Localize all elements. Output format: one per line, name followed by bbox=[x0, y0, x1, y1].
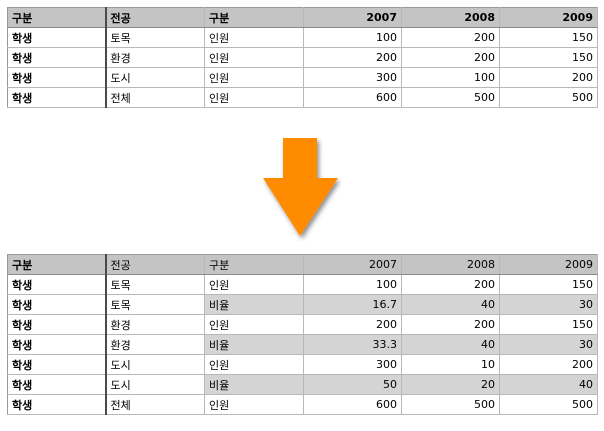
table-cell[interactable]: 학생 bbox=[7, 47, 107, 68]
table-row: 학생 토목 비율 16.7 40 30 bbox=[7, 294, 598, 315]
table-cell[interactable]: 학생 bbox=[7, 67, 107, 88]
table-cell[interactable]: 150 bbox=[499, 314, 598, 335]
table-cell[interactable]: 학생 bbox=[7, 374, 107, 395]
table-row: 학생 도시 비율 50 20 40 bbox=[7, 374, 598, 395]
header-row: 구분 전공 구분 2007 2008 2009 bbox=[7, 7, 598, 28]
table-cell[interactable]: 100 bbox=[303, 274, 402, 295]
table-row: 학생 도시 인원 300 10 200 bbox=[7, 354, 598, 375]
down-arrow-icon bbox=[263, 138, 341, 241]
table-cell[interactable]: 200 bbox=[499, 354, 598, 375]
table-row: 학생 토목 인원 100 200 150 bbox=[7, 27, 598, 48]
table-cell[interactable]: 200 bbox=[401, 314, 500, 335]
table-row: 학생 환경 인원 200 200 150 bbox=[7, 314, 598, 335]
header-cell[interactable]: 2009 bbox=[499, 7, 598, 28]
header-cell[interactable]: 구분 bbox=[204, 7, 304, 28]
table-cell[interactable]: 150 bbox=[499, 47, 598, 68]
table-cell[interactable]: 20 bbox=[401, 374, 500, 395]
table-cell[interactable]: 50 bbox=[303, 374, 402, 395]
table-cell[interactable]: 30 bbox=[499, 334, 598, 355]
table-row: 학생 토목 인원 100 200 150 bbox=[7, 274, 598, 295]
table-cell[interactable]: 비율 bbox=[204, 334, 304, 355]
table-cell[interactable]: 전체 bbox=[105, 394, 205, 415]
table-cell[interactable]: 인원 bbox=[204, 27, 304, 48]
header-cell[interactable]: 2007 bbox=[303, 254, 402, 275]
header-cell[interactable]: 2007 bbox=[303, 7, 402, 28]
source-table: 구분 전공 구분 2007 2008 2009 학생 토목 인원 100 200 150 학… bbox=[7, 7, 598, 108]
table-cell[interactable]: 33.3 bbox=[303, 334, 402, 355]
table-cell[interactable]: 환경 bbox=[105, 47, 205, 68]
table-cell[interactable]: 100 bbox=[401, 67, 500, 88]
table-cell[interactable]: 토목 bbox=[105, 294, 205, 315]
table-cell[interactable]: 인원 bbox=[204, 314, 304, 335]
table-cell[interactable]: 토목 bbox=[105, 274, 205, 295]
table-cell[interactable]: 도시 bbox=[105, 354, 205, 375]
table-row: 학생 전체 인원 600 500 500 bbox=[7, 87, 598, 108]
table-cell[interactable]: 학생 bbox=[7, 354, 107, 375]
table-cell[interactable]: 500 bbox=[499, 394, 598, 415]
table-cell[interactable]: 500 bbox=[401, 87, 500, 108]
table-cell[interactable]: 600 bbox=[303, 394, 402, 415]
table-cell[interactable]: 비율 bbox=[204, 294, 304, 315]
table-cell[interactable]: 300 bbox=[303, 354, 402, 375]
table-cell[interactable]: 학생 bbox=[7, 87, 107, 108]
table-cell[interactable]: 200 bbox=[303, 47, 402, 68]
result-table: 구분 전공 구분 2007 2008 2009 학생 토목 인원 100 200 150 학… bbox=[7, 254, 598, 415]
table-cell[interactable]: 200 bbox=[499, 67, 598, 88]
table-cell[interactable]: 인원 bbox=[204, 47, 304, 68]
table-cell[interactable]: 학생 bbox=[7, 27, 107, 48]
table-cell[interactable]: 10 bbox=[401, 354, 500, 375]
table-cell[interactable]: 150 bbox=[499, 27, 598, 48]
table-cell[interactable]: 토목 bbox=[105, 27, 205, 48]
header-cell[interactable]: 전공 bbox=[105, 7, 205, 28]
table-row: 학생 도시 인원 300 100 200 bbox=[7, 67, 598, 88]
header-cell[interactable]: 2008 bbox=[401, 254, 500, 275]
table-cell[interactable]: 학생 bbox=[7, 294, 107, 315]
table-cell[interactable]: 전체 bbox=[105, 87, 205, 108]
table-cell[interactable]: 인원 bbox=[204, 354, 304, 375]
table-cell[interactable]: 150 bbox=[499, 274, 598, 295]
table-cell[interactable]: 600 bbox=[303, 87, 402, 108]
table-cell[interactable]: 500 bbox=[499, 87, 598, 108]
table-cell[interactable]: 200 bbox=[401, 47, 500, 68]
table-cell[interactable]: 도시 bbox=[105, 374, 205, 395]
table-cell[interactable]: 환경 bbox=[105, 314, 205, 335]
table-cell[interactable]: 200 bbox=[401, 27, 500, 48]
table-cell[interactable]: 비율 bbox=[204, 374, 304, 395]
table-cell[interactable]: 인원 bbox=[204, 274, 304, 295]
header-cell[interactable]: 구분 bbox=[204, 254, 304, 275]
header-cell[interactable]: 전공 bbox=[105, 254, 205, 275]
table-cell[interactable]: 200 bbox=[303, 314, 402, 335]
table-cell[interactable]: 16.7 bbox=[303, 294, 402, 315]
table-row: 학생 전체 인원 600 500 500 bbox=[7, 394, 598, 415]
header-cell[interactable]: 구분 bbox=[7, 254, 107, 275]
table-cell[interactable]: 학생 bbox=[7, 394, 107, 415]
table-cell[interactable]: 도시 bbox=[105, 67, 205, 88]
table-row: 학생 환경 인원 200 200 150 bbox=[7, 47, 598, 68]
table-cell[interactable]: 200 bbox=[401, 274, 500, 295]
table-cell[interactable]: 40 bbox=[401, 294, 500, 315]
table-row: 학생 환경 비율 33.3 40 30 bbox=[7, 334, 598, 355]
table-cell[interactable]: 환경 bbox=[105, 334, 205, 355]
table-cell[interactable]: 40 bbox=[401, 334, 500, 355]
table-cell[interactable]: 인원 bbox=[204, 87, 304, 108]
header-cell[interactable]: 2008 bbox=[401, 7, 500, 28]
header-cell[interactable]: 구분 bbox=[7, 7, 107, 28]
table-cell[interactable]: 500 bbox=[401, 394, 500, 415]
table-cell[interactable]: 40 bbox=[499, 374, 598, 395]
table-cell[interactable]: 학생 bbox=[7, 274, 107, 295]
table-cell[interactable]: 인원 bbox=[204, 394, 304, 415]
table-cell[interactable]: 학생 bbox=[7, 334, 107, 355]
header-row: 구분 전공 구분 2007 2008 2009 bbox=[7, 254, 598, 275]
table-cell[interactable]: 30 bbox=[499, 294, 598, 315]
table-cell[interactable]: 300 bbox=[303, 67, 402, 88]
table-cell[interactable]: 100 bbox=[303, 27, 402, 48]
table-cell[interactable]: 인원 bbox=[204, 67, 304, 88]
table-cell[interactable]: 학생 bbox=[7, 314, 107, 335]
header-cell[interactable]: 2009 bbox=[499, 254, 598, 275]
